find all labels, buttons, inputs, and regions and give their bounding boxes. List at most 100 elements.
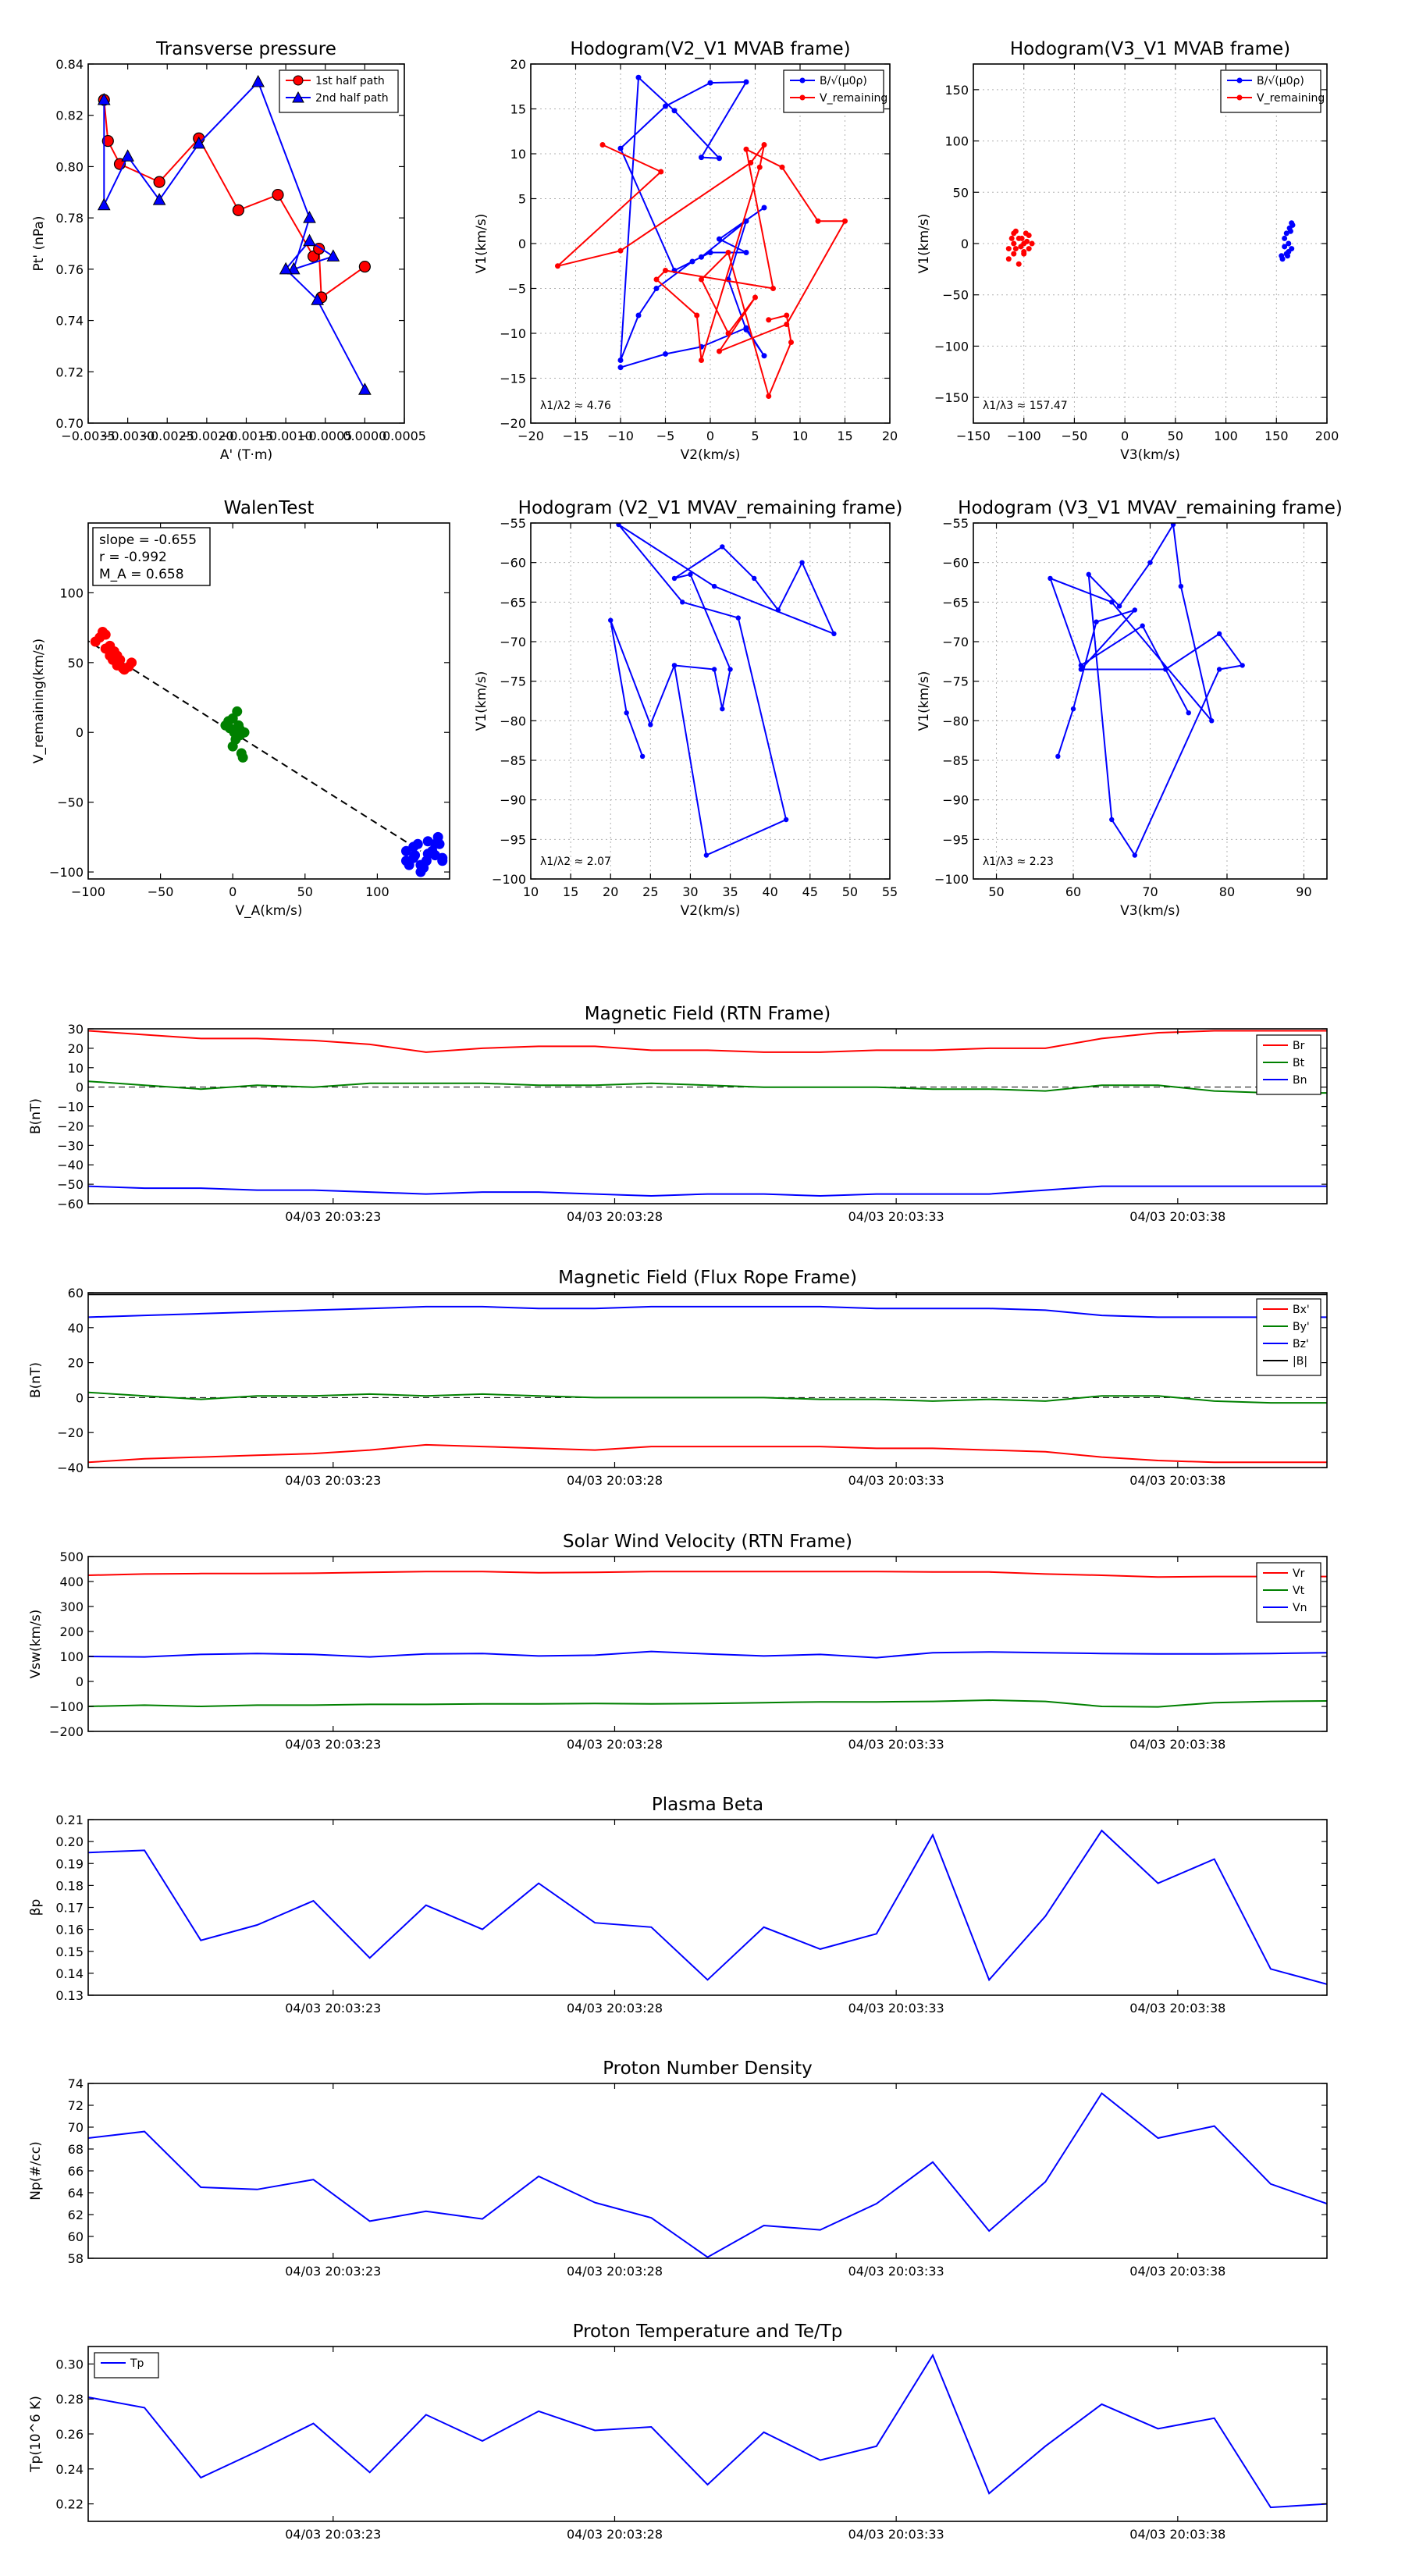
x-tick-label: 04/03 20:03:33: [848, 2001, 944, 2016]
x-tick-label: 04/03 20:03:38: [1129, 2527, 1225, 2542]
chart-hodo2: −150 −100 −50 0 50 100 150 200 −150 −100 −50 0 50 100…: [916, 39, 1339, 463]
y-tick-label: 0.24: [55, 2462, 84, 2477]
x-tick-label: 10: [523, 884, 539, 899]
chart-title: Hodogram (V3_V1 MVAV_remaining frame): [958, 498, 1343, 518]
y-axis-label: V1(km/s): [474, 671, 489, 731]
legend: B/√(μ0ρ) V_remaining: [1220, 69, 1325, 113]
ratio-annotation: λ1/λ2 ≈ 2.07: [540, 856, 611, 868]
y-tick-label: −150: [934, 390, 969, 405]
y-tick-label: 0.26: [55, 2427, 84, 2442]
y-tick-label: 50: [68, 656, 84, 671]
x-tick-label: −100: [1007, 429, 1041, 443]
data-point: [303, 233, 316, 247]
data-point: [658, 169, 664, 175]
y-tick-label: −10: [500, 326, 526, 341]
data-point: [358, 382, 372, 395]
y-tick-label: −100: [49, 865, 84, 880]
data-point: [717, 155, 722, 162]
x-tick-label: 50: [1168, 429, 1183, 443]
series-line-Vn: [88, 1650, 1327, 1659]
legend-label: V_remaining: [820, 92, 887, 105]
y-tick-label: −70: [942, 635, 969, 649]
data-point: [761, 142, 767, 148]
legend-label: Vn: [1293, 1602, 1307, 1614]
y-tick-label: −65: [942, 595, 969, 610]
legend-box: [94, 2352, 159, 2379]
x-tick-label: 04/03 20:03:28: [567, 2001, 663, 2016]
plot-area: [555, 74, 848, 399]
y-tick-label: 66: [68, 2164, 84, 2179]
chart-tp2: 04/03 20:03:23 04/03 20:03:28 04/03 20:03:…: [28, 2322, 1328, 2542]
x-tick-label: −50: [148, 884, 174, 899]
y-axis-label: Tp(10^6 K): [28, 2396, 44, 2473]
y-tick-label: 0.16: [55, 1923, 84, 1937]
data-point: [688, 571, 693, 578]
data-point: [1162, 667, 1168, 672]
y-tick-label: 100: [59, 585, 84, 600]
series-line-V: [610, 524, 836, 857]
legend: 1st half path 2nd half path: [279, 69, 399, 113]
data-point: [1005, 256, 1012, 262]
data-point: [311, 293, 324, 305]
y-axis-label: Pt' (nPa): [31, 216, 47, 272]
data-point: [237, 752, 248, 763]
chart-title: Transverse pressure: [155, 39, 336, 59]
y-tick-label: −80: [500, 713, 526, 728]
legend-label: Bz': [1293, 1338, 1309, 1350]
data-point: [784, 312, 790, 318]
data-point: [100, 629, 111, 640]
data-point: [1011, 251, 1017, 257]
y-tick-label: 0.19: [55, 1856, 84, 1871]
data-point: [743, 250, 749, 255]
y-tick-label: −20: [500, 416, 526, 431]
x-tick-label: 04/03 20:03:38: [1129, 1473, 1225, 1488]
y-tick-label: 60: [68, 2229, 84, 2244]
data-point: [1216, 631, 1222, 637]
legend-label: By': [1293, 1321, 1310, 1333]
data-point: [752, 575, 757, 582]
legend: Br Bt Bn: [1256, 1034, 1321, 1095]
series-line-1st half path: [103, 99, 365, 299]
y-axis-label: V1(km/s): [916, 214, 932, 274]
y-tick-label: 0.13: [55, 1988, 84, 2003]
x-axis-label: V_A(km/s): [235, 903, 302, 919]
y-axis-label: B(nT): [28, 1362, 44, 1398]
x-tick-label: −0.0010: [258, 429, 312, 443]
y-tick-label: 150: [944, 83, 969, 98]
y-axis-label: V1(km/s): [474, 214, 489, 274]
x-tick-label: −20: [518, 429, 544, 443]
series-line-V_remaining: [557, 144, 847, 399]
x-tick-label: 40: [762, 884, 777, 899]
data-point: [1055, 753, 1061, 760]
data-point: [1094, 619, 1099, 624]
data-point: [1132, 852, 1138, 858]
y-tick-label: −40: [57, 1461, 84, 1475]
data-point: [689, 258, 695, 265]
y-tick-label: 64: [68, 2186, 84, 2201]
data-point: [437, 852, 448, 863]
legend-marker: [799, 94, 806, 101]
data-point: [717, 236, 722, 242]
series-line-B/√(μ0ρ): [619, 76, 765, 368]
y-tick-label: 0.18: [55, 1878, 84, 1893]
y-tick-label: −75: [500, 674, 526, 689]
data-point: [1086, 571, 1091, 578]
y-tick-label: −100: [49, 1699, 84, 1714]
data-point: [725, 330, 731, 336]
legend-box: [783, 69, 884, 113]
plot-frame: [87, 1028, 1328, 1204]
chart-title: Magnetic Field (Flux Rope Frame): [558, 1268, 857, 1288]
stats-box: [92, 527, 211, 586]
y-tick-label: −100: [492, 872, 526, 887]
y-tick-label: −55: [942, 516, 969, 531]
data-point: [639, 753, 646, 760]
data-point: [272, 188, 284, 201]
y-tick-label: −60: [57, 1197, 84, 1212]
data-point: [1048, 575, 1053, 582]
x-tick-label: 0.0000: [343, 429, 386, 443]
data-point: [663, 103, 668, 109]
y-tick-label: −50: [57, 1177, 84, 1192]
x-tick-label: −0.0015: [219, 429, 273, 443]
y-tick-label: 0.72: [55, 365, 84, 379]
x-axis-label: V3(km/s): [1120, 447, 1180, 463]
